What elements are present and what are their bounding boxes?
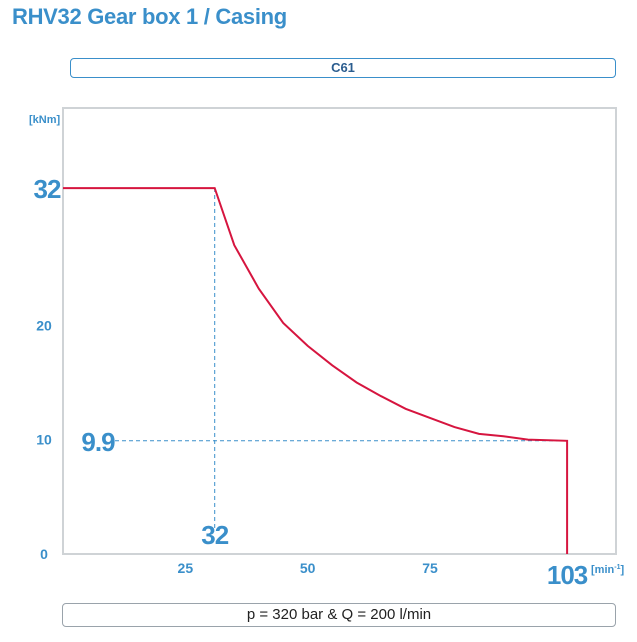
annotation-label: 32 [34,174,61,204]
y-tick-label: 0 [40,546,48,562]
x-axis-unit: [min-1] [591,564,624,576]
annotation-label: 9.9 [81,427,115,457]
variant-label: C61 [70,58,616,78]
y-tick-label: 20 [36,317,52,333]
y-tick-label: 10 [36,432,52,448]
chart-title: RHV32 Gear box 1 / Casing [12,4,287,29]
plot-frame [62,107,617,555]
annotation-label: 103 [547,560,588,590]
annotation-label: 32 [201,520,228,550]
x-axis-unit-base: [min [591,564,615,576]
torque-speed-chart: 25 50 75 0 10 20 32 9.9 32 103 [kNm] [min-1] [29,107,624,590]
x-tick-label: 50 [300,560,316,576]
operating-conditions: p = 320 bar & Q = 200 l/min [62,603,616,627]
y-axis-unit: [kNm] [29,114,61,126]
torque-curve [63,187,569,554]
x-tick-label: 75 [422,560,438,576]
x-tick-label: 25 [178,560,194,576]
